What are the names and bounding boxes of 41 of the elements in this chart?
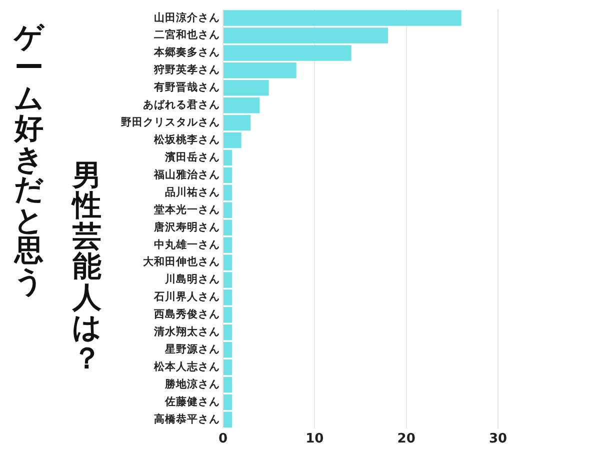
x-tick-label: 0 [218, 432, 228, 447]
y-tick-label: 高橋恭平さん [154, 412, 220, 426]
text: 男性芸能人は？ [70, 158, 103, 375]
y-tick-label: 狩野英孝さん [153, 63, 220, 76]
bar [224, 114, 250, 131]
y-tick-label: 濱田岳さん [164, 150, 220, 164]
bar [224, 150, 232, 166]
y-tick-label: 中丸雄一さん [154, 238, 220, 251]
y-tick-label: 福山雅治さん [153, 168, 220, 181]
bar [224, 97, 260, 114]
y-tick-label: 松坂桃李さん [153, 133, 220, 146]
y-tick-label: 西島秀俊さん [153, 308, 220, 321]
bar [224, 412, 232, 428]
bar [224, 376, 232, 393]
y-tick-label: 勝地涼さん [164, 377, 220, 390]
bar [224, 394, 232, 410]
y-tick-label: 大和田伸也さん [143, 255, 220, 268]
y-tick-label: あばれる君さん [143, 99, 220, 112]
y-tick-label: 石川界人さん [153, 290, 220, 304]
y-tick-label: 山田涼介さん [154, 10, 220, 24]
y-tick-label: 佐藤健さん [164, 394, 220, 408]
x-tick-label: 30 [488, 432, 508, 447]
x-tick-label: 20 [397, 432, 416, 447]
y-tick-label: 清水翔太さん [153, 325, 220, 338]
y-tick-label: 本郷奏多さん [153, 46, 220, 59]
bar [224, 184, 232, 201]
y-tick-label: 有野晋哉さん [153, 80, 220, 94]
chart-title: ゲーム好きだと思う [14, 20, 44, 298]
y-tick-label: 品川祐さん [165, 185, 220, 198]
y-tick-label: 唐沢寿明さん [153, 220, 220, 234]
bar [224, 342, 232, 358]
bar [224, 167, 232, 184]
bar [224, 359, 232, 376]
x-tick-label: 10 [306, 432, 324, 447]
y-tick-label: 松本人志さん [153, 360, 220, 374]
y-tick-label: 堂本光一さん [153, 202, 220, 216]
y-tick-label: 星野源さん [164, 342, 220, 356]
bar [224, 132, 242, 148]
y-tick-label: 川島明さん [164, 272, 220, 286]
y-tick-label: 二宮和也さん [154, 28, 220, 42]
y-tick-label: 野田クリスタルさん [121, 116, 220, 129]
